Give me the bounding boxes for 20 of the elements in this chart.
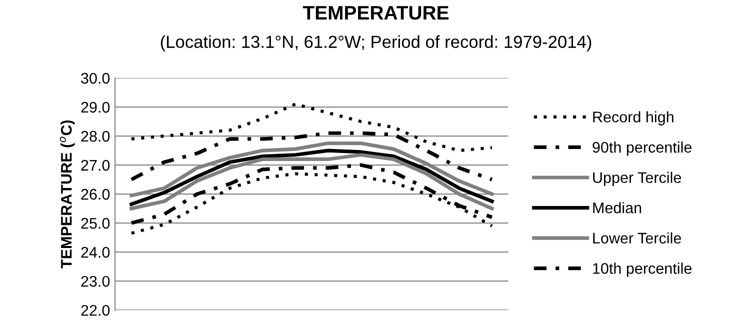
line-series [130,102,494,152]
y-tick-label: 30.0 [81,72,110,84]
legend-label: Record high [593,111,674,126]
y-tick-label: 25.0 [81,218,110,229]
legend-label: Lower Tercile [593,232,682,244]
legend-label: 90th percentile [592,142,692,156]
y-axis-title: TEMPERATURE ($^{o}$C) [60,120,75,268]
legend-label: 10th percentile [593,262,692,277]
legend-label: Upper Tercile [593,172,682,186]
y-tick-label: 24.0 [81,246,110,258]
y-tick-label: 23.0 [81,276,110,287]
y-tick-label: 27.0 [81,160,110,171]
line-series [130,131,494,182]
y-tick-label: 29.0 [81,102,110,113]
y-tick-label: 26.0 [81,188,110,200]
y-tick-label: 28.0 [81,130,110,142]
y-tick-label: 22.0 [81,304,110,316]
legend-label: Median [593,202,642,214]
chart-title: TEMPERATURE [302,6,449,20]
chart-subtitle: (Location: 13.1°N, 61.2°W; Period of record: 1979-2014) [160,35,592,52]
